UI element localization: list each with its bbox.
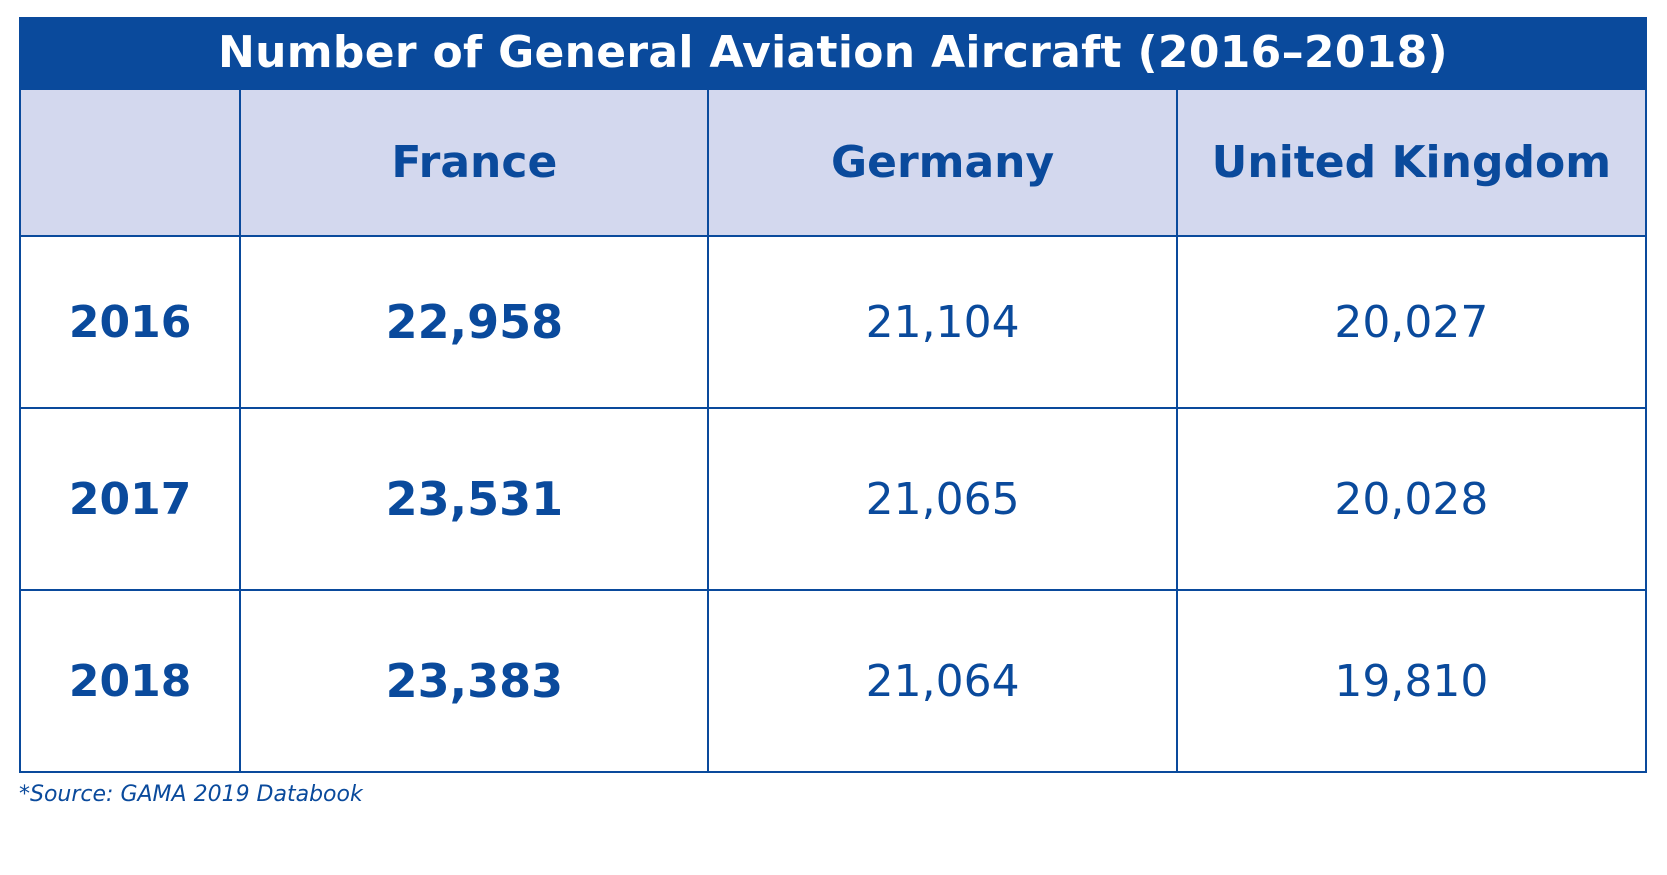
column-header-united-kingdom: United Kingdom: [1175, 88, 1648, 237]
cell-united-kingdom: 20,027: [1175, 235, 1648, 409]
cell-united-kingdom: 20,028: [1175, 407, 1648, 591]
corner-header-cell: [18, 88, 242, 237]
cell-france: 23,383: [239, 589, 710, 773]
cell-united-kingdom: 19,810: [1175, 589, 1648, 773]
column-header-france: France: [239, 88, 710, 237]
table-row: 2018 23,383 21,064 19,810: [18, 589, 1648, 773]
cell-germany: 21,104: [707, 235, 1178, 409]
data-table: France Germany United Kingdom 2016 22,95…: [18, 88, 1648, 773]
aircraft-table: Number of General Aviation Aircraft (201…: [18, 17, 1648, 773]
cell-germany: 21,064: [707, 589, 1178, 773]
table-row: 2016 22,958 21,104 20,027: [18, 235, 1648, 409]
row-label-year: 2016: [18, 235, 242, 409]
cell-germany: 21,065: [707, 407, 1178, 591]
cell-france: 22,958: [239, 235, 710, 409]
row-label-year: 2017: [18, 407, 242, 591]
cell-france: 23,531: [239, 407, 710, 591]
row-label-year: 2018: [18, 589, 242, 773]
table-row: 2017 23,531 21,065 20,028: [18, 407, 1648, 591]
header-row: France Germany United Kingdom: [18, 88, 1648, 237]
source-note: *Source: GAMA 2019 Databook: [19, 782, 363, 807]
table-title: Number of General Aviation Aircraft (201…: [19, 17, 1647, 88]
column-header-germany: Germany: [707, 88, 1178, 237]
